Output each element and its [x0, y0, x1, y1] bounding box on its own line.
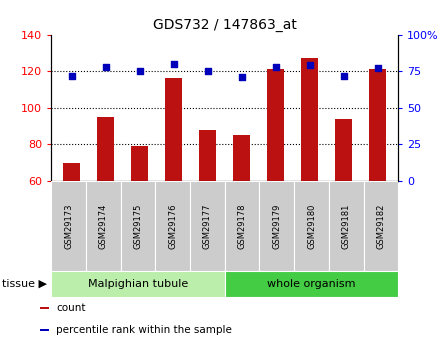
Bar [259, 181, 294, 271]
Bar [51, 271, 225, 297]
Text: GSM29174: GSM29174 [99, 203, 108, 249]
Point [340, 73, 348, 78]
Bar [336, 119, 352, 181]
Text: GSM29176: GSM29176 [168, 203, 177, 249]
Bar [86, 181, 121, 271]
Text: GSM29177: GSM29177 [203, 203, 212, 249]
Text: GSM29179: GSM29179 [272, 203, 281, 249]
Text: percentile rank within the sample: percentile rank within the sample [56, 325, 232, 335]
Bar [301, 58, 318, 181]
Bar [294, 181, 329, 271]
Text: GSM29175: GSM29175 [134, 203, 142, 249]
Bar [369, 69, 386, 181]
Bar [225, 181, 259, 271]
Text: Malpighian tubule: Malpighian tubule [88, 279, 188, 289]
Point [102, 64, 109, 70]
Text: whole organism: whole organism [267, 279, 356, 289]
Bar [225, 271, 398, 297]
Text: tissue ▶: tissue ▶ [2, 279, 47, 289]
Bar [155, 181, 190, 271]
Text: GSM29180: GSM29180 [307, 203, 316, 249]
Bar [51, 181, 86, 271]
Point [374, 66, 381, 71]
Bar [40, 307, 49, 309]
Title: GDS732 / 147863_at: GDS732 / 147863_at [153, 18, 297, 32]
Bar [233, 135, 250, 181]
Bar [199, 130, 216, 181]
Bar [121, 181, 155, 271]
Text: GSM29182: GSM29182 [376, 203, 385, 249]
Bar [329, 181, 364, 271]
Point [136, 68, 143, 74]
Text: count: count [56, 303, 86, 313]
Point [238, 74, 245, 80]
Point [204, 68, 211, 74]
Bar [190, 181, 225, 271]
Text: GSM29173: GSM29173 [64, 203, 73, 249]
Point [272, 64, 279, 70]
Point [68, 73, 75, 78]
Point [306, 62, 313, 68]
Bar [364, 181, 398, 271]
Bar [97, 117, 114, 181]
Text: GSM29178: GSM29178 [238, 203, 247, 249]
Bar [267, 69, 284, 181]
Text: GSM29181: GSM29181 [342, 203, 351, 249]
Bar [63, 163, 80, 181]
Point [170, 61, 177, 67]
Bar [131, 146, 148, 181]
Bar [165, 79, 182, 181]
Bar [40, 329, 49, 331]
